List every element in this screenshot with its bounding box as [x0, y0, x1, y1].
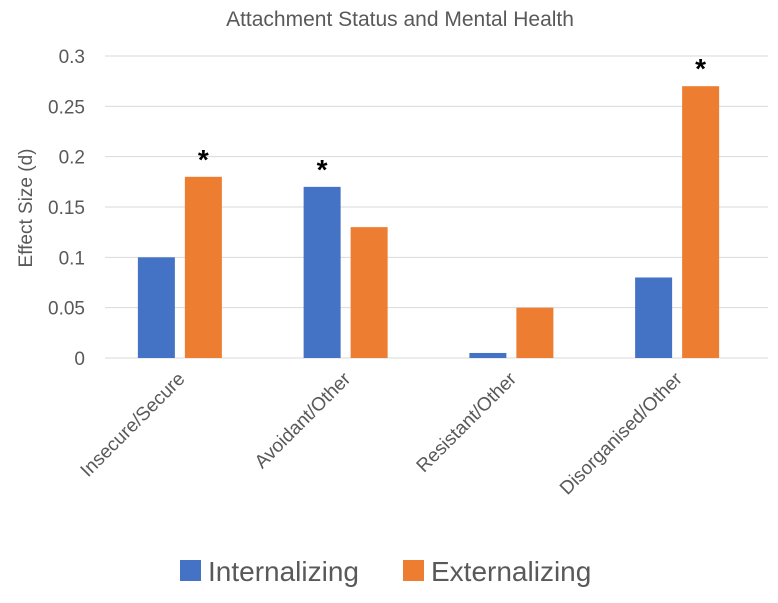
bar-externalizing: [516, 307, 554, 358]
y-tick-label: 0.3: [59, 47, 85, 68]
bar-internalizing: [303, 186, 341, 358]
y-tick-label: 0.05: [48, 299, 85, 320]
y-tick-label: 0.25: [48, 97, 85, 118]
x-tick-label: Resistant/Other: [413, 368, 522, 477]
significance-marker: *: [695, 53, 706, 84]
chart-title: Attachment Status and Mental Health: [226, 8, 574, 31]
bar-internalizing: [469, 352, 507, 358]
legend-label-externalizing: Externalizing: [431, 556, 591, 587]
bar-internalizing: [635, 277, 673, 358]
y-axis-label: Effect Size (d): [16, 149, 37, 268]
y-tick-label: 0.1: [59, 248, 85, 269]
significance-marker: *: [198, 144, 209, 175]
legend-swatch-externalizing: [403, 560, 424, 581]
significance-marker: *: [317, 154, 328, 185]
x-tick-label: Avoidant/Other: [251, 368, 356, 473]
bar-externalizing: [184, 176, 222, 358]
bar-externalizing: [682, 86, 720, 358]
legend-swatch-internalizing: [180, 560, 201, 581]
x-tick-label: Insecure/Secure: [77, 369, 190, 482]
y-tick-label: 0.2: [59, 148, 85, 169]
y-tick-label: 0: [74, 349, 85, 370]
bar-internalizing: [137, 257, 175, 358]
y-tick-label: 0.15: [48, 198, 85, 219]
legend-label-internalizing: Internalizing: [208, 556, 359, 587]
bar-externalizing: [350, 227, 388, 358]
x-tick-label: Disorganised/Other: [556, 368, 687, 499]
